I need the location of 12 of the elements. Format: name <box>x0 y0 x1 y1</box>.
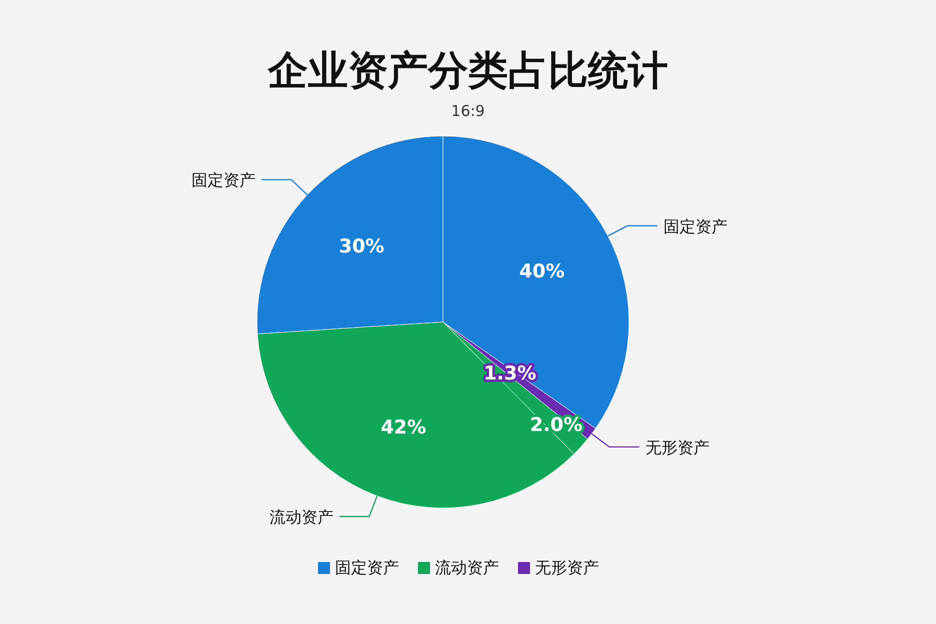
slice-label: 固定资产 <box>663 216 728 236</box>
legend-label: 固定资产 <box>335 558 399 577</box>
slice-label: 固定资产 <box>191 170 256 190</box>
legend-label: 无形资产 <box>535 558 599 577</box>
data-label: 40% <box>519 260 565 282</box>
data-label: 42% <box>380 416 426 438</box>
slice-label: 流动资产 <box>269 507 334 526</box>
chart-title: 企业资产分类占比统计 <box>267 48 668 94</box>
data-label: 30% <box>338 236 384 258</box>
chart-subtitle: 16:9 <box>451 102 485 120</box>
slice-label: 无形资产 <box>645 438 710 457</box>
legend-label: 流动资产 <box>435 558 499 577</box>
